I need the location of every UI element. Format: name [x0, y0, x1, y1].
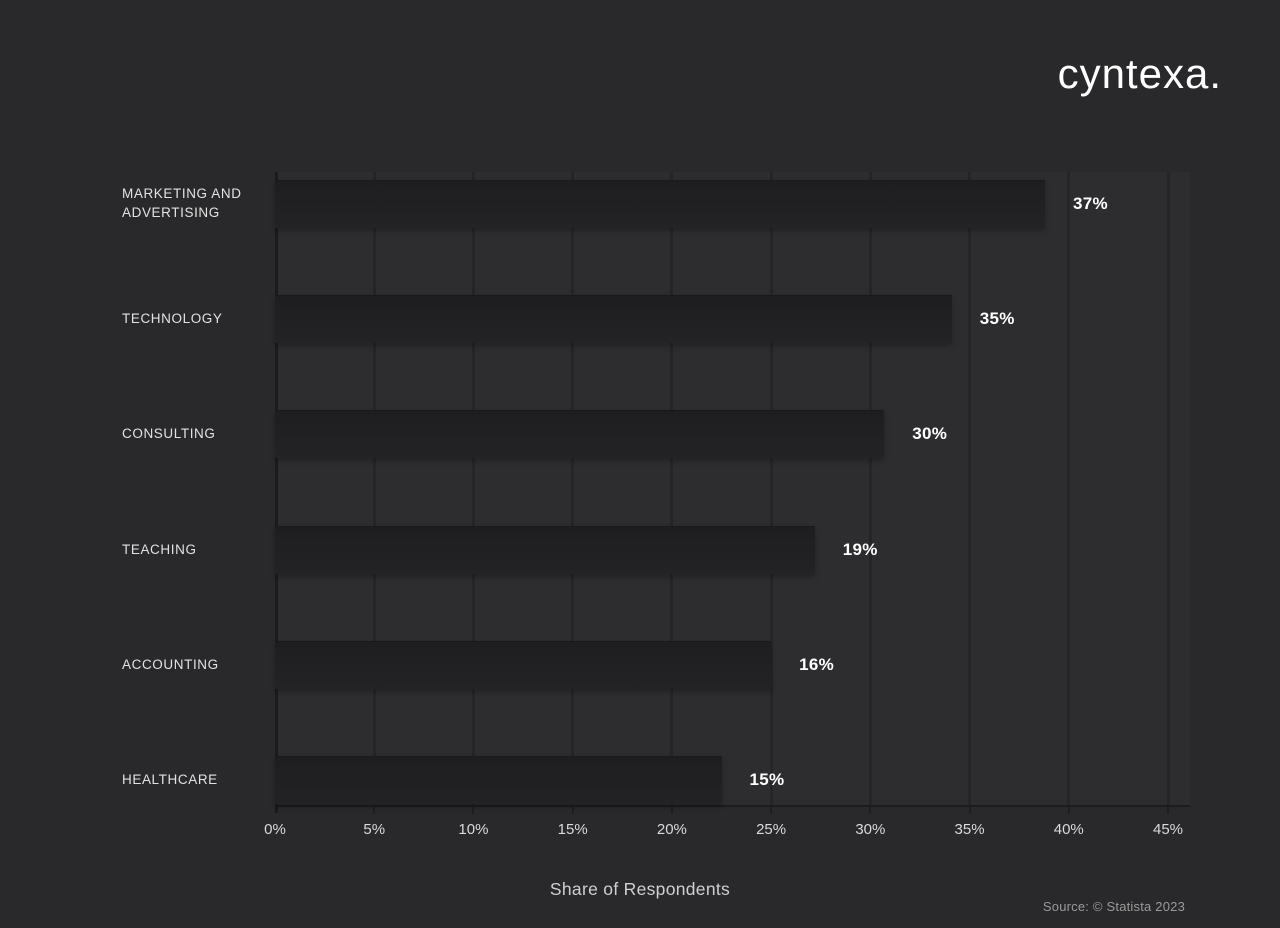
x-tick-label: 40% [1053, 821, 1084, 838]
gridline [670, 172, 674, 805]
label-row: HEALTHCARE [122, 723, 264, 838]
bar-row: 15% [275, 723, 1190, 838]
bar-value: 15% [749, 770, 785, 790]
bar [275, 640, 772, 689]
x-tick-label: 25% [756, 821, 787, 838]
bar [275, 179, 1045, 228]
label-row: TEACHING [122, 492, 264, 607]
bar-row: 19% [275, 492, 1190, 607]
plot-area [275, 172, 1190, 814]
x-axis-title: Share of Respondents [549, 879, 731, 899]
category-label: HEALTHCARE [122, 772, 218, 788]
x-tick-label: 35% [954, 821, 985, 838]
bar [275, 756, 722, 805]
tick-mark [670, 807, 673, 814]
tick-mark [770, 807, 773, 814]
category-label: TEACHING [122, 541, 197, 557]
cyntexa-logo: cyntexa. [1057, 50, 1222, 97]
x-tick-label: 45% [1152, 821, 1184, 838]
bar-value: 16% [799, 654, 835, 674]
gridline [1067, 172, 1071, 805]
gridline [471, 172, 475, 805]
source-attribution: Source: © Statista 2023 [1042, 899, 1185, 914]
label-row: CONSULTING [122, 377, 264, 492]
bar [275, 294, 952, 343]
category-labels-column: MARKETING AND ADVERTISING TECHNOLOGY CONSU… [122, 146, 264, 838]
category-label: ACCOUNTING [122, 656, 219, 672]
gridline [769, 172, 773, 805]
tick-mark [869, 807, 872, 814]
bar-row: 30% [275, 377, 1190, 492]
x-tick-label: 10% [458, 821, 489, 838]
y-axis-line [275, 172, 278, 813]
tick-mark [373, 807, 376, 814]
bar-value: 37% [1072, 193, 1108, 213]
gridline [1166, 172, 1170, 805]
x-tick-label: 5% [363, 821, 386, 838]
label-row: ACCOUNTING [122, 607, 264, 722]
tick-mark [968, 807, 971, 814]
tick-mark [1167, 807, 1169, 814]
gridline [571, 172, 575, 805]
gridline [372, 172, 376, 805]
x-tick-label: 30% [855, 821, 886, 838]
label-row: MARKETING AND ADVERTISING [122, 146, 264, 261]
gridline [968, 172, 972, 805]
bar [275, 410, 885, 459]
category-label: TECHNOLOGY [122, 310, 223, 326]
bars-area: 37% 35% 30% 19% 16% 15% [275, 146, 1190, 838]
label-row: TECHNOLOGY [122, 261, 264, 376]
bar-value: 35% [979, 308, 1015, 328]
bar-row: 37% [275, 146, 1190, 261]
bar-row: 16% [275, 607, 1190, 722]
tick-mark [472, 807, 475, 814]
tick-mark [1067, 807, 1070, 814]
bar-value: 19% [842, 539, 878, 559]
x-tick-label: 20% [656, 821, 687, 838]
x-tick-label: 15% [557, 821, 588, 838]
gridline [868, 172, 872, 805]
tick-mark [571, 807, 574, 814]
category-label: CONSULTING [122, 426, 216, 442]
category-label: MARKETING AND ADVERTISING [122, 186, 242, 220]
bar-row: 35% [275, 261, 1190, 376]
bar [275, 525, 815, 574]
x-tick-label: 0% [264, 821, 286, 838]
x-axis-ticks: 0% 5% 10% 15% 20% 25% 30% 35% 40% 45% [264, 819, 1190, 849]
bar-value: 30% [912, 424, 948, 444]
